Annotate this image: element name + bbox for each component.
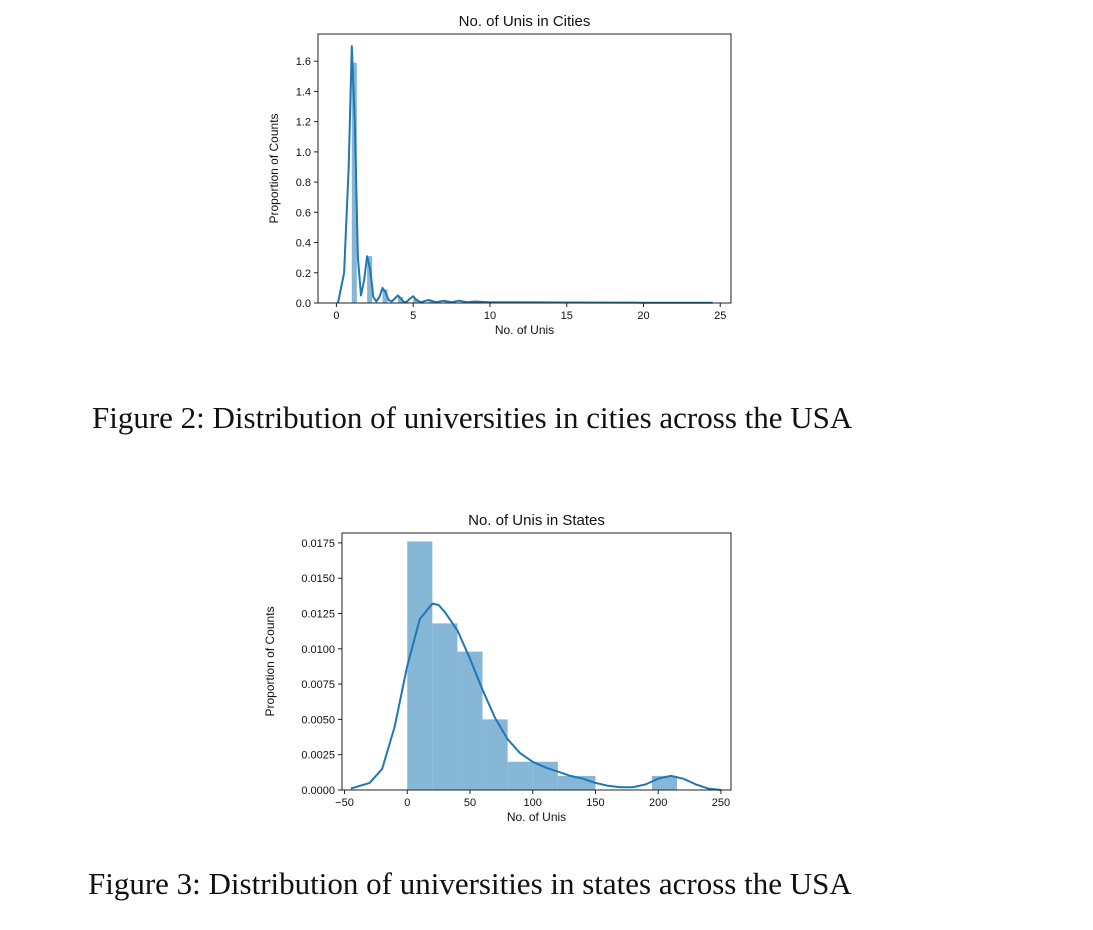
x-tick-label: 20 [637,310,649,322]
y-axis-label: Proportion of Counts [267,113,281,223]
histogram-bar [351,62,357,303]
histogram-bar [443,301,449,303]
y-tick-label: 0.0050 [301,714,335,726]
figure-states: −50 0 50 100 150 200 250 0.0000 0.0025 0.0050 0.00… [0,500,1093,840]
y-tick-label: 1.2 [296,117,311,129]
x-tick-label: 15 [561,310,573,322]
y-tick-label: 0.0150 [301,573,335,585]
plot-frame [317,33,732,304]
y-tick-label: 1.0 [296,147,311,159]
x-tick-label: 0 [404,797,410,809]
x-tick-label: 150 [586,797,604,809]
x-tick-label: 25 [714,310,726,322]
histogram-bar [507,761,533,790]
x-tick-label: −50 [335,797,354,809]
y-tick-label: 1.4 [296,86,311,98]
y-tick-label: 0.0025 [301,750,335,762]
plot-frame [341,532,732,791]
chart-title: No. of Unis in Cities [459,13,591,30]
y-tick-label: 0.6 [296,207,311,219]
histogram-bar [382,289,388,303]
x-tick-label: 100 [524,797,542,809]
x-axis-label: No. of Unis [507,810,566,824]
y-tick-label: 0.0100 [301,644,335,656]
x-axis-label: No. of Unis [495,323,554,337]
histogram-bar [432,623,458,790]
histogram-bar [407,541,433,790]
x-tick-label: 0 [333,310,339,322]
figure-cities: 0 5 10 15 20 25 0.0 0.2 0.4 0.6 0.8 1.0 1.2 1.4 1.6 No.… [0,0,1093,360]
y-tick-label: 0.0125 [301,608,335,620]
histogram-bar [482,719,508,790]
histogram-bar [532,761,558,790]
histogram-bar [457,651,483,790]
chart-cities: 0 5 10 15 20 25 0.0 0.2 0.4 0.6 0.8 1.0 1.2 1.4 1.6 No.… [267,13,732,337]
y-tick-label: 0.4 [296,238,311,250]
y-tick-label: 0.0000 [301,785,335,797]
x-tick-label: 10 [484,310,496,322]
chart-title: No. of Unis in States [468,512,605,529]
y-axis-label: Proportion of Counts [263,606,277,716]
x-tick-label: 250 [712,797,730,809]
y-tick-label: 0.2 [296,268,311,280]
histogram-bar [397,296,403,303]
y-tick-label: 0.8 [296,177,311,189]
y-tick-label: 0.0075 [301,679,335,691]
y-tick-label: 0.0175 [301,538,335,550]
kde-line [350,602,722,791]
caption-figure-3: Figure 3: Distribution of universities i… [88,866,852,901]
chart-states: −50 0 50 100 150 200 250 0.0000 0.0025 0.0050 0.00… [263,512,732,824]
x-tick-label: 200 [649,797,667,809]
y-tick-label: 0.0 [296,298,311,310]
histogram-bar [367,256,373,303]
histogram-bar [428,301,434,303]
caption-figure-2: Figure 2: Distribution of universities i… [92,400,853,435]
x-tick-label: 50 [464,797,476,809]
x-tick-label: 5 [410,310,416,322]
y-tick-label: 1.6 [296,56,311,68]
kde-line [337,45,713,304]
